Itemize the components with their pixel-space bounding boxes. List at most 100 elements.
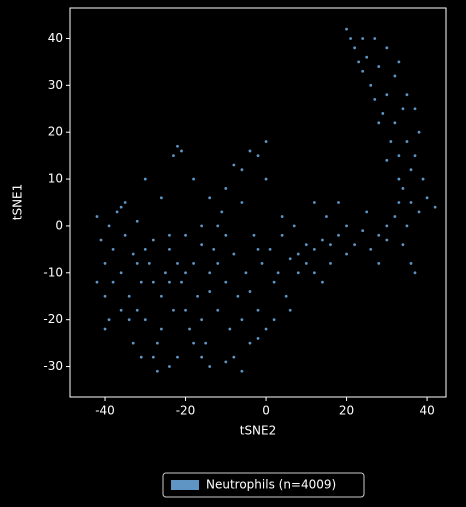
point	[164, 271, 167, 275]
point	[155, 369, 159, 373]
point	[252, 233, 256, 237]
point	[139, 280, 143, 284]
point	[405, 224, 409, 228]
point	[349, 37, 352, 40]
point	[95, 215, 99, 218]
y-tick-label: 30	[48, 78, 63, 92]
point	[131, 341, 135, 345]
point	[224, 280, 228, 284]
point	[264, 327, 268, 331]
y-tick-label: -20	[43, 312, 63, 326]
point	[172, 154, 175, 158]
point	[397, 60, 401, 64]
legend-box	[162, 472, 365, 498]
x-tick-label: -20	[176, 404, 196, 418]
point	[397, 201, 401, 204]
legend-label: Neutrophils (n=4009)	[206, 478, 336, 492]
point	[272, 318, 276, 322]
point	[131, 252, 135, 256]
legend-swatch	[171, 480, 199, 490]
point	[200, 224, 204, 228]
point	[393, 215, 397, 218]
point	[127, 294, 131, 298]
point	[361, 229, 365, 233]
point	[184, 233, 187, 237]
point	[288, 308, 292, 312]
point	[192, 341, 195, 345]
point	[401, 187, 405, 190]
point	[99, 238, 103, 242]
point	[212, 247, 216, 251]
point	[321, 238, 324, 242]
point	[413, 107, 417, 111]
point	[397, 177, 401, 181]
point	[264, 177, 268, 181]
point	[377, 233, 381, 237]
point	[224, 187, 228, 190]
point	[176, 355, 179, 359]
point	[260, 262, 264, 265]
point	[200, 355, 204, 359]
point	[103, 327, 107, 331]
point	[168, 280, 171, 284]
point	[248, 290, 252, 293]
point	[111, 247, 115, 251]
point	[208, 365, 212, 368]
point	[115, 210, 119, 214]
point	[135, 262, 139, 265]
point	[208, 271, 212, 275]
point	[417, 210, 421, 214]
point	[208, 290, 212, 293]
y-tick-label: -30	[43, 359, 63, 373]
point	[304, 262, 308, 265]
point	[268, 247, 272, 251]
y-tick-label: 20	[48, 125, 63, 139]
point	[373, 37, 377, 40]
point	[188, 327, 191, 331]
point	[381, 112, 385, 115]
point	[377, 65, 381, 68]
point	[345, 224, 348, 228]
point	[385, 46, 389, 50]
point	[312, 271, 316, 275]
point	[373, 97, 377, 101]
point	[103, 294, 107, 298]
point	[224, 360, 228, 364]
x-tick-label: 0	[262, 404, 270, 418]
point	[365, 55, 369, 59]
point	[248, 149, 252, 153]
y-tick-label: 0	[55, 218, 63, 232]
point	[244, 271, 248, 275]
point	[220, 210, 224, 214]
point	[200, 318, 204, 322]
point	[139, 355, 143, 359]
point	[280, 233, 284, 237]
plot-frame	[69, 7, 447, 398]
x-tick-label: 20	[339, 404, 354, 418]
point	[236, 294, 240, 298]
point	[385, 93, 389, 97]
point	[345, 252, 348, 256]
point	[393, 74, 397, 78]
point	[433, 205, 437, 209]
point	[240, 168, 244, 172]
point	[409, 201, 413, 204]
point	[155, 341, 159, 345]
point	[184, 308, 187, 312]
point	[256, 247, 260, 251]
point	[151, 238, 155, 242]
point	[240, 369, 244, 373]
point	[325, 215, 328, 218]
point	[413, 271, 417, 275]
point	[393, 121, 397, 125]
point	[159, 196, 163, 200]
point	[292, 224, 296, 228]
point	[385, 224, 389, 228]
point	[159, 327, 163, 331]
x-tick-label: 40	[419, 404, 434, 418]
point	[353, 243, 357, 247]
y-tick-label: 10	[48, 172, 63, 186]
point	[216, 308, 220, 312]
point	[184, 271, 187, 275]
